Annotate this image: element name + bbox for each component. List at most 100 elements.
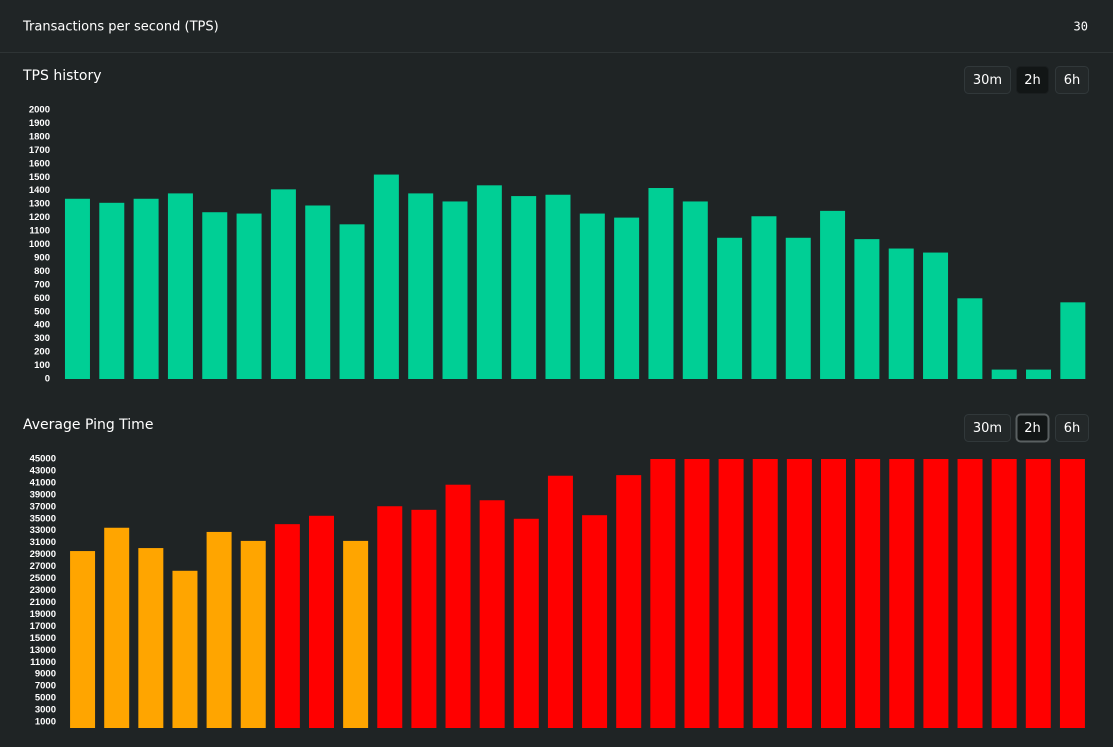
bar (373, 174, 399, 379)
bar (717, 237, 743, 379)
bar (339, 224, 365, 379)
y-tick-label: 200 (34, 347, 50, 358)
header-value: 30 (1074, 20, 1088, 34)
y-tick-label: 2000 (29, 105, 50, 116)
y-tick-label: 43000 (30, 465, 56, 476)
range-button-label[interactable]: 30m (973, 73, 1002, 88)
bar (923, 459, 949, 728)
range-button-label[interactable]: 2h (1024, 73, 1041, 88)
bar (511, 196, 537, 379)
bar (1025, 459, 1051, 728)
bar (889, 459, 915, 728)
chart-title: Average Ping Time (23, 417, 153, 433)
y-tick-label: 300 (34, 333, 50, 344)
range-button-label[interactable]: 6h (1064, 73, 1081, 88)
range-button[interactable] (1015, 413, 1050, 443)
bar (64, 198, 90, 379)
bar (1060, 302, 1086, 379)
bar (752, 459, 778, 728)
header-title: Transactions per second (TPS) (22, 20, 219, 35)
bar (167, 193, 193, 379)
y-tick-label: 15000 (30, 633, 56, 644)
y-tick-label: 33000 (30, 525, 56, 536)
bar (305, 205, 331, 379)
range-button[interactable] (1055, 414, 1089, 442)
bar (650, 459, 676, 728)
bar (648, 188, 674, 379)
y-tick-label: 35000 (30, 513, 56, 524)
y-tick-label: 1000 (29, 239, 50, 250)
y-tick-label: 1400 (29, 185, 50, 196)
bar (343, 540, 369, 728)
y-tick-label: 1500 (29, 172, 50, 183)
bar (923, 252, 949, 379)
y-tick-label: 600 (34, 293, 50, 304)
range-button-label[interactable]: 6h (1064, 421, 1081, 436)
bar (616, 475, 642, 728)
y-tick-label: 1800 (29, 131, 50, 142)
y-tick-label: 29000 (30, 549, 56, 560)
y-tick-label: 7000 (35, 681, 56, 692)
y-tick-label: 23000 (30, 585, 56, 596)
y-tick-label: 27000 (30, 561, 56, 572)
bar (957, 298, 983, 379)
range-button[interactable] (1016, 66, 1049, 94)
bar (99, 202, 125, 379)
y-tick-label: 1600 (29, 158, 50, 169)
bar (408, 193, 434, 379)
bar (888, 248, 914, 379)
bar (855, 459, 881, 728)
y-tick-label: 400 (34, 320, 50, 331)
y-tick-label: 41000 (30, 477, 56, 488)
bar (133, 198, 159, 379)
y-tick-label: 31000 (30, 537, 56, 548)
y-tick-label: 1100 (29, 226, 50, 237)
y-tick-label: 100 (34, 360, 50, 371)
bar (513, 518, 539, 728)
bar (309, 515, 334, 728)
bar (104, 527, 130, 728)
y-tick-label: 25000 (30, 573, 56, 584)
bar (202, 212, 228, 379)
bar (579, 213, 605, 379)
y-tick-label: 5000 (35, 693, 56, 704)
y-tick-label: 800 (34, 266, 50, 277)
bar (854, 239, 880, 379)
bar (240, 540, 266, 728)
y-tick-label: 1700 (29, 145, 50, 156)
chart-title: TPS history (22, 68, 101, 84)
y-tick-label: 500 (34, 306, 50, 317)
bar (718, 459, 744, 728)
bar (786, 459, 812, 728)
bar (1026, 369, 1052, 379)
bar (821, 459, 846, 728)
y-tick-label: 19000 (30, 609, 56, 620)
y-tick-label: 1000 (35, 717, 56, 728)
bar (70, 551, 96, 728)
range-button[interactable] (964, 414, 1011, 442)
bar (582, 515, 608, 728)
range-button[interactable] (964, 66, 1011, 94)
bar (476, 185, 502, 379)
range-button-label[interactable]: 2h (1024, 421, 1041, 436)
range-button-label[interactable]: 30m (973, 421, 1002, 436)
bar (545, 194, 571, 379)
y-tick-label: 700 (34, 279, 50, 290)
bar (614, 217, 640, 379)
y-tick-label: 3000 (35, 705, 56, 716)
range-button[interactable] (1055, 66, 1089, 94)
bar (445, 484, 471, 728)
bar (270, 189, 296, 379)
bar (411, 509, 437, 728)
bar (172, 570, 198, 728)
bar (479, 500, 505, 728)
y-tick-label: 0 (45, 374, 50, 385)
bar (785, 237, 811, 379)
y-tick-label: 1900 (29, 118, 50, 129)
bar (547, 475, 573, 728)
y-tick-label: 13000 (30, 645, 56, 656)
y-tick-label: 1200 (29, 212, 50, 223)
bar (138, 548, 164, 728)
bar (206, 531, 232, 728)
